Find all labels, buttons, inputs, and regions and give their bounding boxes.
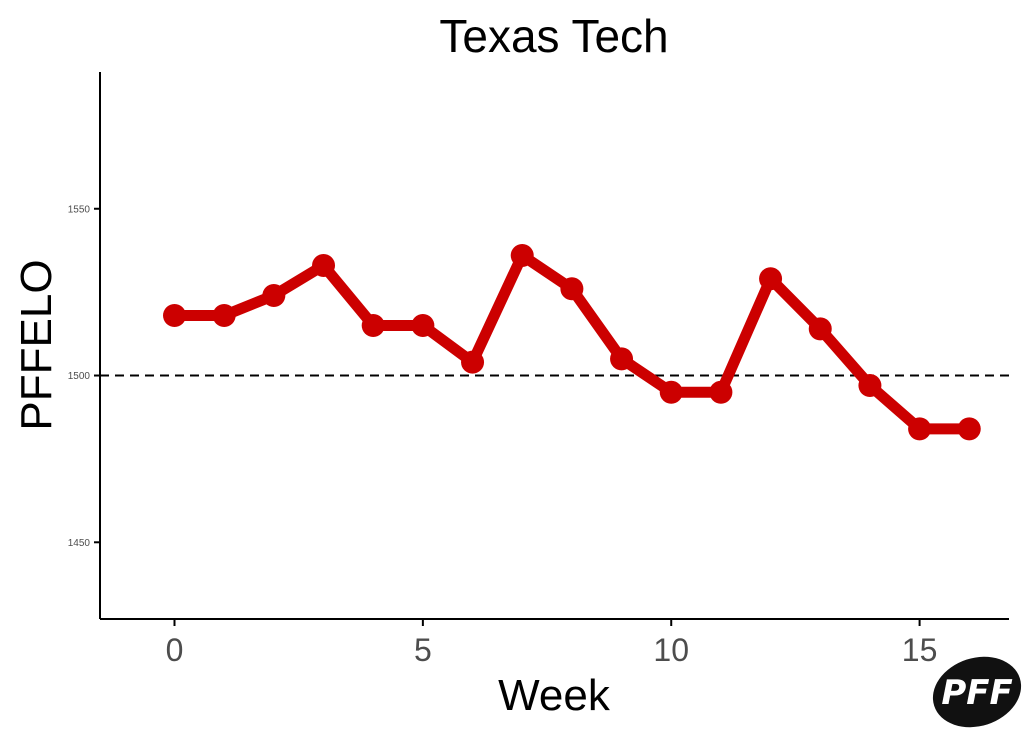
data-point-week-6 (461, 350, 485, 374)
data-point-week-13 (808, 317, 832, 341)
x-tick-label: 0 (166, 632, 184, 668)
y-axis-ticks: 1450 1500 1550 (68, 204, 100, 549)
data-point-week-11 (709, 380, 733, 404)
data-point-week-8 (560, 277, 584, 301)
data-point-week-7 (510, 243, 534, 267)
pff-logo-badge (932, 656, 1022, 728)
data-point-week-10 (659, 380, 683, 404)
x-axis-title: Week (498, 671, 611, 720)
y-tick-label: 1550 (68, 204, 91, 215)
y-tick-label: 1450 (68, 538, 91, 549)
plot-area: 1450 1500 1550 0 5 10 15 (68, 72, 1009, 668)
y-axis-title: PFFELO (12, 259, 61, 430)
data-point-week-2 (262, 283, 286, 307)
x-tick-label: 10 (653, 632, 689, 668)
data-point-week-1 (212, 303, 236, 327)
data-point-week-15 (908, 417, 932, 441)
pff-logo-text: PFF (941, 673, 1012, 713)
data-point-week-14 (858, 374, 882, 398)
data-point-week-0 (163, 303, 187, 327)
x-axis-ticks: 0 5 10 15 (166, 619, 938, 668)
data-point-week-3 (312, 253, 336, 277)
data-point-week-12 (759, 267, 783, 291)
data-point-week-4 (361, 313, 385, 337)
data-points (163, 243, 981, 441)
x-tick-label: 5 (414, 632, 432, 668)
x-tick-label: 15 (902, 632, 938, 668)
data-point-week-9 (610, 347, 634, 371)
y-tick-label: 1500 (68, 371, 91, 382)
data-point-week-5 (411, 313, 435, 337)
data-point-week-16 (957, 417, 981, 441)
pff-logo: PFF (932, 656, 1022, 728)
chart-title: Texas Tech (439, 10, 668, 62)
